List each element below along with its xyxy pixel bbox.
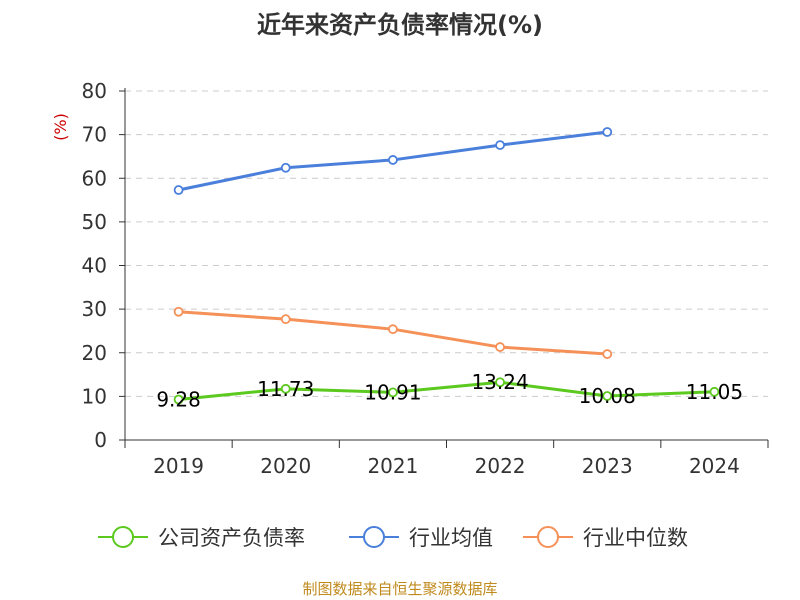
y-tick-label: 10 [82, 384, 107, 408]
x-tick-label: 2019 [153, 454, 204, 478]
y-tick-label: 60 [82, 166, 107, 190]
x-tick-label: 2024 [689, 454, 740, 478]
source-note: 制图数据来自恒生聚源数据库 [302, 580, 497, 598]
grid [125, 90, 768, 397]
data-label: 9.28 [156, 388, 201, 412]
chart-title: 近年来资产负债率情况(%) [257, 11, 543, 39]
axes: 0 10 20 30 40 50 60 70 80 2019 2020 2021 2022 2023 202… [82, 79, 769, 478]
data-point [173, 394, 184, 405]
data-label: 10.91 [364, 380, 421, 404]
legend-label: 公司资产负债率 [158, 526, 305, 550]
legend-label: 行业均值 [409, 526, 493, 550]
data-point [388, 155, 398, 165]
data-point [495, 377, 505, 388]
legend-swatch-marker [363, 526, 385, 548]
data-point [709, 386, 720, 397]
data-point [280, 383, 291, 394]
data-point [602, 391, 613, 401]
data-label: 10.08 [579, 384, 636, 408]
legend-label: 行业中位数 [583, 526, 688, 550]
y-tick-label: 50 [82, 210, 107, 234]
data-point [602, 349, 613, 359]
series [173, 127, 720, 405]
data-point [495, 342, 505, 352]
x-tick-label: 2022 [475, 454, 526, 478]
y-tick-label: 70 [82, 123, 107, 147]
legend-swatch-marker [112, 526, 134, 548]
y-tick-label: 80 [82, 79, 107, 103]
data-point [280, 314, 291, 325]
data-labels: 9.28 11.73 10.91 13.24 10.08 11.05 [156, 370, 743, 411]
data-point [602, 127, 613, 137]
data-point [495, 140, 505, 150]
legend: 公司资产负债率 行业均值 行业中位数 [98, 526, 688, 550]
data-point [173, 306, 184, 317]
y-tick-label: 0 [94, 428, 107, 452]
y-axis-unit: (%) [51, 113, 70, 141]
x-tick-label: 2023 [582, 454, 633, 478]
data-point [388, 387, 398, 398]
legend-swatch-marker [537, 526, 559, 548]
x-tick-label: 2020 [260, 454, 311, 478]
series-line-0 [178, 380, 715, 402]
data-point [388, 324, 398, 335]
data-label: 11.73 [257, 377, 314, 401]
data-label: 11.05 [686, 380, 743, 404]
x-tick-label: 2021 [367, 454, 418, 478]
y-tick-label: 30 [82, 297, 107, 321]
data-label: 13.24 [471, 370, 528, 394]
y-tick-label: 20 [82, 341, 107, 365]
data-point [280, 162, 291, 173]
y-tick-label: 40 [82, 254, 107, 278]
data-point [173, 185, 184, 195]
